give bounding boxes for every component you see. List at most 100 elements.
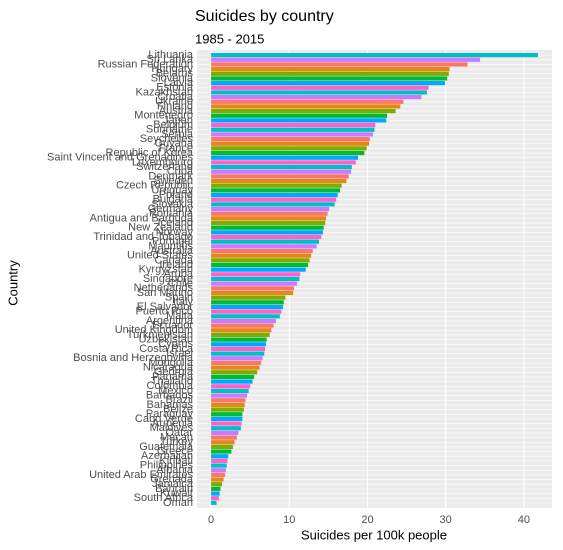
chart-title: Suicides by country <box>195 8 334 25</box>
bar <box>211 206 330 212</box>
y-axis-title: Country <box>5 260 20 306</box>
y-tick-label: Russian Federation <box>98 58 193 70</box>
y-tick-label: Sweden <box>153 175 193 187</box>
y-tick-label: South Africa <box>134 492 194 504</box>
bar <box>211 262 309 268</box>
y-tick-label: Kuwait <box>160 487 193 499</box>
bar <box>211 95 422 100</box>
y-tick-label: Canada <box>154 254 193 266</box>
y-tick-label: Thailand <box>151 376 193 388</box>
bar <box>211 258 310 263</box>
y-tick-label: Hungary <box>151 63 193 75</box>
bar <box>211 118 387 123</box>
y-tick-label: Saint Vincent and Grenadines <box>47 152 193 164</box>
y-tick-label: Mexico <box>158 385 193 397</box>
bar <box>211 267 306 272</box>
bar <box>211 248 313 254</box>
y-tick-label: Georgia <box>154 366 194 378</box>
bar <box>211 300 284 305</box>
y-tick-label: Trinidad and Tobago <box>93 231 193 243</box>
bar <box>211 463 227 468</box>
y-tick-label: Barbados <box>146 390 194 402</box>
y-tick-label: Czech Republic <box>116 180 194 192</box>
y-tick-label: Brazil <box>165 394 193 406</box>
bar <box>211 81 445 86</box>
y-tick-label: Turkmenistan <box>127 329 193 341</box>
y-tick-label: Netherlands <box>134 282 194 294</box>
bar <box>211 53 538 58</box>
bar <box>211 108 396 114</box>
y-tick-label: Kyrgyzstan <box>139 264 193 276</box>
bar <box>211 444 233 450</box>
y-tick-label: Croatia <box>158 91 194 103</box>
y-tick-label: Armenia <box>152 417 194 429</box>
y-tick-label: Spain <box>165 292 193 304</box>
bar <box>211 412 243 417</box>
y-tick-label: Guatemala <box>139 441 194 453</box>
bar <box>211 500 217 505</box>
y-tick-label: Bulgaria <box>153 194 194 206</box>
bar <box>211 244 317 249</box>
bar <box>211 57 481 62</box>
bar <box>211 141 370 146</box>
bar <box>211 234 322 240</box>
y-tick-label: Lithuania <box>148 49 194 61</box>
y-tick-label: Sri Lanka <box>147 54 194 66</box>
y-tick-label: Estonia <box>156 82 194 94</box>
y-tick-label: Germany <box>148 203 194 215</box>
y-tick-label: Malta <box>166 310 194 322</box>
y-tick-label: Bosnia and Herzegovina <box>73 352 194 364</box>
bar <box>211 388 249 394</box>
y-tick-label: Cuba <box>167 166 194 178</box>
bar <box>211 468 226 473</box>
bar <box>211 496 219 501</box>
bar <box>211 351 265 356</box>
bar <box>211 318 276 324</box>
y-tick-label: Switzerland <box>136 161 193 173</box>
bar <box>211 62 468 67</box>
bar <box>211 239 319 244</box>
bar <box>211 323 274 328</box>
y-tick-label: Serbia <box>161 128 194 140</box>
bar <box>211 486 221 491</box>
y-tick-label: Israel <box>166 348 193 360</box>
bar <box>211 370 258 375</box>
y-tick-label: El Salvador <box>137 301 194 313</box>
bar <box>211 85 429 90</box>
y-tick-label: Cabo Verde <box>135 413 193 425</box>
y-tick-label: Kazakhstan <box>136 86 193 98</box>
y-tick-label: Montenegro <box>134 110 193 122</box>
y-tick-label: Italy <box>173 296 194 308</box>
bar <box>211 426 241 431</box>
bar <box>211 477 224 482</box>
y-tick-label: Norway <box>156 226 194 238</box>
bar <box>211 272 301 277</box>
y-tick-label: Turkey <box>160 436 194 448</box>
y-tick-label: Grenada <box>150 473 194 485</box>
y-tick-label: Belarus <box>156 68 194 80</box>
bar <box>211 67 450 72</box>
bar <box>211 160 356 165</box>
y-tick-label: United States <box>127 250 194 262</box>
y-tick-label: Azerbaijan <box>141 450 193 462</box>
x-tick-label: 0 <box>208 514 214 526</box>
y-tick-label: Argentina <box>146 315 194 327</box>
x-tick-label: 40 <box>518 514 530 526</box>
y-tick-label: Romania <box>149 208 194 220</box>
y-tick-label: Uruguay <box>151 184 193 196</box>
y-tick-label: Puerto Rico <box>136 306 193 318</box>
y-tick-label: Jamaica <box>152 478 194 490</box>
y-tick-label: Panama <box>152 371 194 383</box>
bar <box>211 216 327 221</box>
bar <box>211 449 232 454</box>
y-tick-label: United Kingdom <box>115 324 193 336</box>
bar <box>211 407 244 412</box>
y-tick-label: Finland <box>157 100 193 112</box>
y-tick-label: Nicaragua <box>143 362 194 374</box>
y-tick-label: Denmark <box>148 170 193 182</box>
bar <box>211 309 282 314</box>
bar <box>211 99 404 104</box>
bar <box>211 393 248 398</box>
y-tick-label: Belgium <box>153 119 193 131</box>
